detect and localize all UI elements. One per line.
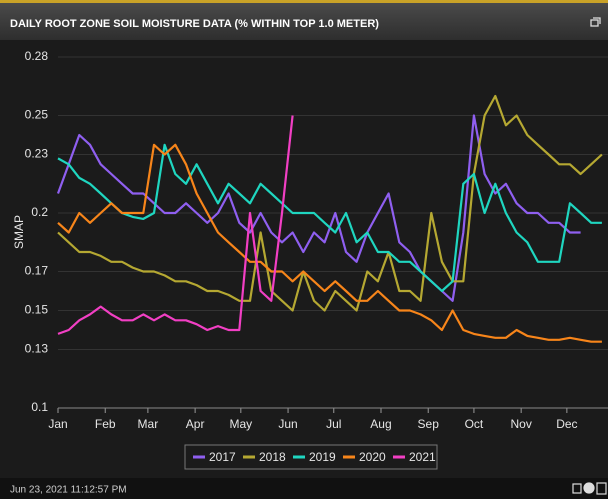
x-tick-label: Jan — [48, 417, 67, 431]
x-tick-label: Jun — [278, 417, 297, 431]
x-tick-label: May — [229, 417, 252, 431]
header-bar — [0, 3, 608, 40]
timestamp: Jun 23, 2021 11:12:57 PM — [10, 485, 127, 496]
y-tick-label: 0.2 — [31, 205, 48, 219]
y-tick-label: 0.17 — [25, 264, 49, 278]
x-tick-label: Jul — [326, 417, 341, 431]
footer-bar — [0, 478, 608, 499]
x-tick-label: Aug — [370, 417, 391, 431]
x-tick-label: Feb — [95, 417, 116, 431]
y-axis-label: SMAP — [12, 215, 26, 249]
x-tick-label: Oct — [465, 417, 484, 431]
series-line — [57, 143, 602, 343]
x-tick-label: Nov — [510, 417, 531, 431]
y-tick-label: 0.15 — [25, 303, 49, 317]
series-line — [57, 115, 294, 335]
y-tick-label: 0.28 — [25, 49, 49, 63]
footer-icons[interactable] — [572, 482, 607, 495]
legend-label: 2021 — [409, 450, 436, 464]
popout-icon[interactable] — [590, 17, 601, 27]
accent-border — [0, 0, 608, 3]
y-tick-label: 0.1 — [31, 400, 48, 414]
x-tick-label: Mar — [138, 417, 159, 431]
legend-label: 2019 — [309, 450, 336, 464]
series-line — [57, 94, 603, 312]
y-tick-label: 0.13 — [25, 342, 49, 356]
y-tick-label: 0.23 — [25, 147, 49, 161]
legend-box — [184, 444, 438, 470]
legend-label: 2017 — [209, 450, 236, 464]
x-tick-label: Sep — [418, 417, 440, 431]
x-tick-label: Apr — [186, 417, 205, 431]
x-tick-label: Dec — [556, 417, 577, 431]
chart-title: DAILY ROOT ZONE SOIL MOISTURE DATA (% WI… — [10, 18, 379, 30]
y-tick-label: 0.25 — [25, 108, 49, 122]
legend-label: 2018 — [259, 450, 286, 464]
series-line — [57, 143, 602, 293]
legend-label: 2020 — [359, 450, 386, 464]
